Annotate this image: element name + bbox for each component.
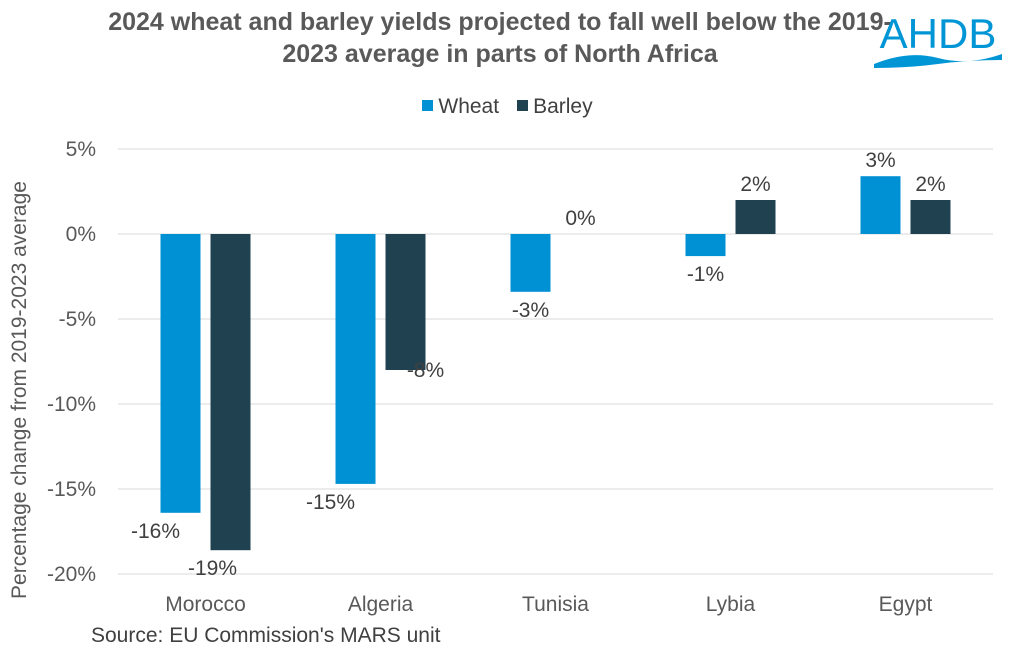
legend-label: Wheat [438,95,500,118]
x-tick-label: Morocco [165,593,246,616]
y-tick-label: -5% [59,308,96,331]
legend: Wheat Barley [0,95,1015,119]
ahdb-logo: AHDB [874,10,1002,68]
y-tick-label: 0% [66,223,96,246]
bar-wheat [860,176,901,234]
data-label: 0% [565,207,595,230]
bar-wheat [335,234,376,484]
data-label: -19% [188,557,237,580]
x-tick-label: Tunisia [522,593,589,616]
bar-barley [385,234,426,370]
y-tick-label: 5% [66,138,96,161]
bar-barley [210,234,251,551]
data-label: 2% [740,173,770,196]
y-tick-label: -20% [47,563,96,586]
y-tick-label: -15% [47,478,96,501]
data-label: -8% [407,359,444,382]
data-label: -3% [512,299,549,322]
data-label: 2% [915,173,945,196]
y-tick-label: -10% [47,393,96,416]
legend-item-barley: Barley [517,95,593,119]
logo-text: AHDB [880,10,997,57]
data-label: -1% [687,263,724,286]
bar-wheat [685,234,726,257]
data-label: 3% [865,149,895,172]
bar-wheat [160,234,201,513]
legend-item-wheat: Wheat [422,95,499,119]
legend-label: Barley [533,95,593,118]
bar-wheat [510,234,551,292]
chart-title: 2024 wheat and barley yields projected t… [108,8,892,68]
bar-barley [735,200,776,234]
data-label: -15% [306,491,355,514]
data-label: -16% [131,520,180,543]
source-note: Source: EU Commission's MARS unit [91,624,441,647]
bar-barley [910,200,951,234]
x-tick-label: Algeria [348,593,414,616]
x-tick-label: Egypt [879,593,933,616]
x-tick-label: Lybia [706,593,756,616]
